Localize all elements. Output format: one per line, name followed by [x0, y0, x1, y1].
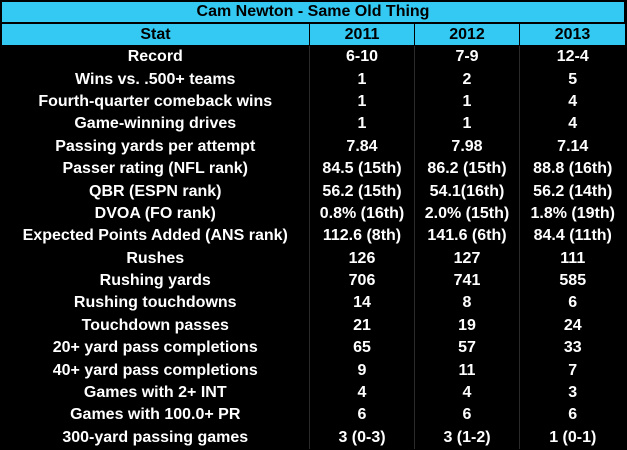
- table-row: Rushes 126 127 111: [1, 247, 626, 270]
- value-2011-cell: 4: [309, 381, 415, 405]
- value-2011-cell: 1: [309, 113, 415, 136]
- stat-label-cell: Passing yards per attempt: [1, 135, 310, 158]
- table-row: Game-winning drives 1 1 4: [1, 113, 626, 136]
- value-2013-cell: 6: [568, 294, 578, 312]
- value-2012-cell: 11: [414, 359, 520, 382]
- value-2011-cell: 9: [309, 359, 415, 382]
- value-2013-cell: 3: [568, 384, 578, 402]
- value-2012-cell: 7-9: [414, 45, 520, 69]
- stat-label-cell: Rushing touchdowns: [1, 292, 310, 315]
- column-header-2011: 2011: [309, 23, 415, 46]
- value-2011-cell: 1: [309, 90, 415, 114]
- table-row: Wins vs. .500+ teams 1 2 5: [1, 68, 626, 91]
- value-2013-cell: 111: [560, 249, 586, 267]
- value-2012-cell: 2.0% (15th): [414, 202, 520, 226]
- table-row: DVOA (FO rank) 0.8% (16th) 2.0% (15th) 1.8%…: [1, 202, 626, 226]
- stat-label-cell: 20+ yard pass completions: [1, 337, 310, 360]
- value-2011-cell: 84.5 (15th): [309, 157, 415, 181]
- value-2012-cell: 6: [414, 404, 520, 427]
- value-2011-cell: 112.6 (8th): [309, 225, 415, 248]
- value-2013-cell: 585: [559, 272, 587, 290]
- value-2011-cell: 56.2 (15th): [309, 180, 415, 203]
- table-row: Record 6-10 7-9 12-4: [1, 45, 626, 69]
- value-2011-cell: 126: [309, 247, 415, 270]
- value-2013-cell: 7: [568, 361, 578, 379]
- value-2011-cell: 3 (0-3): [309, 426, 415, 450]
- stat-label-cell: Expected Points Added (ANS rank): [1, 225, 310, 248]
- value-2012-cell: 4: [414, 381, 520, 405]
- value-2012-cell: 741: [414, 269, 520, 293]
- value-2011-cell: 0.8% (16th): [309, 202, 415, 226]
- value-2013-cell: 6: [568, 406, 578, 424]
- stat-label-cell: Record: [1, 45, 310, 69]
- stat-label-cell: 300-yard passing games: [1, 426, 310, 450]
- column-header-2013: 2013: [519, 23, 626, 46]
- value-2012-cell: 1: [414, 90, 520, 114]
- value-2011-cell: 14: [309, 292, 415, 315]
- value-2013-cell: 84.4 (11th): [533, 227, 612, 245]
- value-2012-cell: 8: [414, 292, 520, 315]
- table-row: Passing yards per attempt 7.84 7.98 7.14: [1, 135, 626, 158]
- stat-label-cell: Rushing yards: [1, 269, 310, 293]
- value-2012-cell: 1: [414, 113, 520, 136]
- stat-label-cell: Games with 2+ INT: [1, 381, 310, 405]
- value-2011-cell: 1: [309, 68, 415, 91]
- table-title: Cam Newton - Same Old Thing: [1, 1, 625, 23]
- stat-label-cell: Wins vs. .500+ teams: [1, 68, 310, 91]
- stats-body: Record 6-10 7-9 12-4 Wins vs. .500+ teams 1 2 5…: [1, 45, 626, 450]
- value-2011-cell: 7.84: [309, 135, 415, 158]
- value-2012-cell: 19: [414, 314, 520, 338]
- value-2011-cell: 21: [309, 314, 415, 338]
- table-row: Rushing touchdowns 14 8 6: [1, 292, 626, 315]
- table-row: Passer rating (NFL rank) 84.5 (15th) 86.2 …: [1, 157, 626, 181]
- value-2013-cell: 5: [568, 70, 578, 88]
- stat-label-cell: 40+ yard pass completions: [1, 359, 310, 382]
- value-2013-cell: 1 (0-1): [549, 428, 597, 446]
- value-2013-cell: 24: [563, 316, 582, 334]
- table-row: QBR (ESPN rank) 56.2 (15th) 54.1(16th) 56.2…: [1, 180, 626, 203]
- value-2013-cell: 4: [568, 115, 578, 133]
- value-2013-cell: 4: [568, 92, 578, 110]
- table-row: Expected Points Added (ANS rank) 112.6 (8…: [1, 225, 626, 248]
- table-row: Games with 2+ INT 4 4 3: [1, 381, 626, 405]
- table-row: Touchdown passes 21 19 24: [1, 314, 626, 338]
- value-2012-cell: 7.98: [414, 135, 520, 158]
- value-2012-cell: 3 (1-2): [414, 426, 520, 450]
- value-2012-cell: 127: [414, 247, 520, 270]
- column-header-2012: 2012: [414, 23, 520, 46]
- value-2013-cell: 12-4: [556, 48, 589, 66]
- table-row: 20+ yard pass completions 65 57 33: [1, 337, 626, 360]
- column-header-stat: Stat: [1, 23, 310, 46]
- value-2013-cell: 33: [563, 339, 582, 357]
- table-row: Rushing yards 706 741 585: [1, 269, 626, 293]
- stats-table: Stat 2011 2012 2013 Record 6-10 7-9 12-4 Win…: [1, 23, 626, 450]
- value-2013-cell: 56.2 (14th): [533, 182, 613, 200]
- table-row: 300-yard passing games 3 (0-3) 3 (1-2) 1 (0…: [1, 426, 626, 450]
- value-2012-cell: 141.6 (6th): [414, 225, 520, 248]
- value-2012-cell: 2: [414, 68, 520, 91]
- table-row: 40+ yard pass completions 9 11 7: [1, 359, 626, 382]
- stat-label-cell: Game-winning drives: [1, 113, 310, 136]
- stat-label-cell: DVOA (FO rank): [1, 202, 310, 226]
- value-2011-cell: 65: [309, 337, 415, 360]
- value-2011-cell: 6: [309, 404, 415, 427]
- header-row: Stat 2011 2012 2013: [1, 23, 626, 46]
- stat-label-cell: Fourth-quarter comeback wins: [1, 90, 310, 114]
- stat-label-cell: Games with 100.0+ PR: [1, 404, 310, 427]
- stat-label-cell: Touchdown passes: [1, 314, 310, 338]
- value-2011-cell: 6-10: [309, 45, 415, 69]
- value-2013-cell: 88.8 (16th): [533, 160, 613, 178]
- value-2012-cell: 86.2 (15th): [414, 157, 520, 181]
- table-row: Fourth-quarter comeback wins 1 1 4: [1, 90, 626, 114]
- value-2012-cell: 57: [414, 337, 520, 360]
- table-row: Games with 100.0+ PR 6 6 6: [1, 404, 626, 427]
- value-2011-cell: 706: [309, 269, 415, 293]
- value-2013-cell: 1.8% (19th): [530, 204, 615, 222]
- stat-label-cell: Passer rating (NFL rank): [1, 157, 310, 181]
- stat-label-cell: Rushes: [1, 247, 310, 270]
- value-2012-cell: 54.1(16th): [414, 180, 520, 203]
- stat-label-cell: QBR (ESPN rank): [1, 180, 310, 203]
- value-2013-cell: 7.14: [557, 137, 589, 155]
